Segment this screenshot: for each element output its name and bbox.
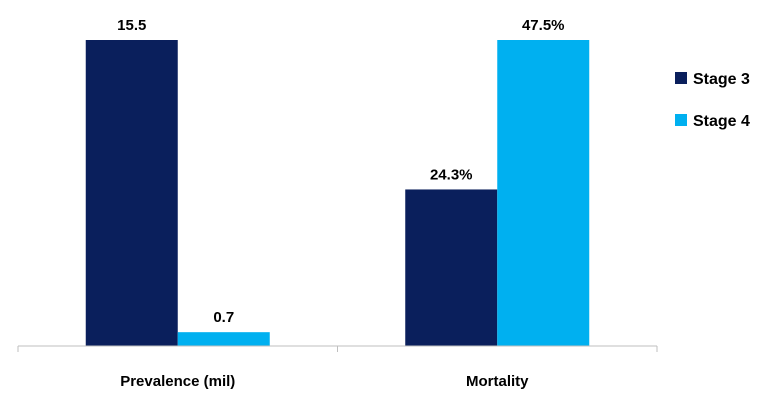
data-label-stage-3-prevalence-mil: 15.5: [117, 17, 146, 34]
data-labels-group: 15.5 0.7 24.3% 47.5%: [117, 17, 564, 326]
legend: Stage 3 Stage 4: [675, 71, 750, 130]
data-label-stage-4-prevalence-mil: 0.7: [213, 309, 234, 326]
data-label-stage-4-mortality: 47.5%: [522, 17, 565, 34]
bar-stage-3-mortality: [405, 189, 498, 346]
data-label-stage-3-mortality: 24.3%: [430, 166, 473, 183]
bar-stage-3-prevalence-mil: [85, 40, 178, 346]
legend-swatch-stage-3: [675, 72, 687, 84]
legend-label-stage-4: Stage 4: [693, 113, 750, 130]
category-labels-group: Prevalence (mil) Mortality: [120, 373, 529, 390]
category-label-prevalence-mil: Prevalence (mil): [120, 373, 235, 390]
legend-label-stage-3: Stage 3: [693, 71, 750, 88]
bar-stage-4-prevalence-mil: [177, 332, 270, 346]
legend-swatch-stage-4: [675, 114, 687, 126]
bar-stage-4-mortality: [497, 40, 590, 346]
x-axis-ticks: [17, 346, 658, 352]
bars-group: [85, 40, 590, 346]
category-label-mortality: Mortality: [466, 373, 529, 390]
